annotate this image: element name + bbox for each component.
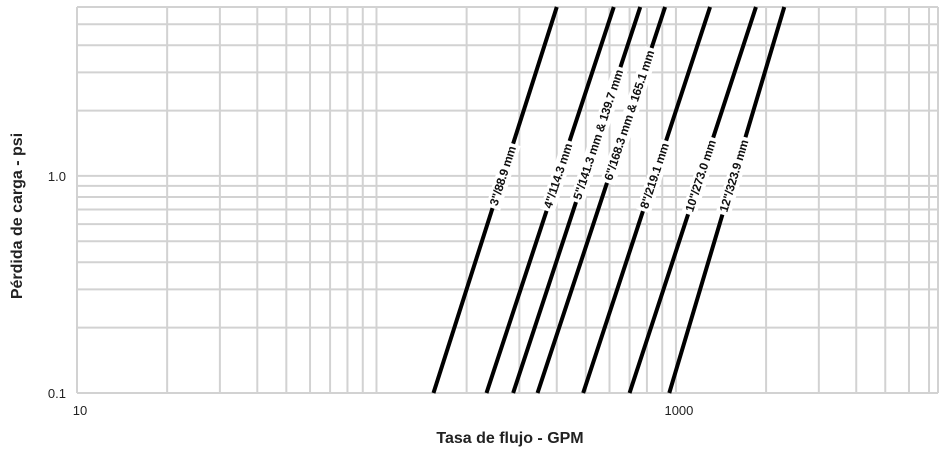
series-label-background — [539, 138, 578, 214]
series-label-background — [715, 135, 754, 217]
tick-labels: 10 1000 0.1 1.0 — [48, 169, 693, 418]
y-axis-title: Pérdida de carga - psi — [9, 133, 26, 299]
series-label-background — [681, 135, 721, 217]
y-tick-label: 0.1 — [48, 386, 66, 401]
y-tick-label: 1.0 — [48, 169, 66, 184]
series-label-background — [569, 64, 629, 205]
x-tick-label: 1000 — [664, 403, 693, 418]
series-label-background — [636, 138, 674, 214]
x-axis-title: Tasa de flujo - GPM — [436, 430, 583, 447]
series-label-background — [485, 141, 521, 211]
series-label-background — [600, 45, 660, 186]
x-tick-label: 10 — [73, 403, 87, 418]
